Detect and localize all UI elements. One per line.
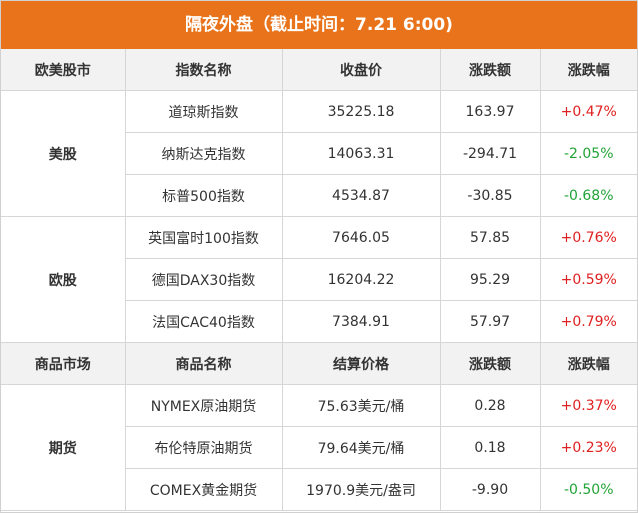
data-cell: 7646.05	[281, 216, 441, 259]
data-row: 标普500指数 4534.87 -30.85 -0.68%	[1, 174, 637, 217]
data-cell: 14063.31	[281, 132, 441, 175]
data-cell: 纳斯达克指数	[125, 132, 283, 175]
data-row: 法国CAC40指数 7384.91 57.97 +0.79%	[1, 300, 637, 343]
data-row: 期货 NYMEX原油期货 75.63美元/桶 0.28 +0.37%	[1, 384, 637, 511]
data-cell: -9.90	[439, 468, 541, 511]
header-cell: 指数名称	[124, 49, 283, 91]
data-cell: +0.23%	[539, 426, 637, 469]
data-cell: 16204.22	[281, 258, 441, 301]
data-cell: +0.47%	[539, 90, 637, 133]
group-label: 欧股	[1, 216, 126, 343]
data-row: 美股 道琼斯指数 35225.18 163.97 +0.47%	[1, 90, 637, 217]
header-cell: 涨跌幅	[539, 342, 637, 385]
data-cell: 57.97	[439, 300, 541, 343]
data-row: 欧股 英国富时100指数 7646.05 57.85 +0.76%	[1, 216, 637, 343]
header-cell: 商品市场	[1, 342, 126, 385]
title-bar: 隔夜外盘（截止时间：7.21 6:00)	[1, 1, 637, 49]
data-cell: 英国富时100指数	[124, 216, 283, 259]
group-label: 期货	[1, 384, 126, 511]
data-cell: 0.28	[439, 384, 541, 427]
data-row: COMEX黄金期货 1970.9美元/盎司 -9.90 -0.50%	[1, 468, 637, 511]
header-row: 商品市场 商品名称 结算价格 涨跌额 涨跌幅	[1, 342, 637, 385]
data-cell: -2.05%	[539, 132, 637, 175]
data-row: 布伦特原油期货 79.64美元/桶 0.18 +0.23%	[1, 426, 637, 469]
data-cell: +0.76%	[539, 216, 637, 259]
data-cell: COMEX黄金期货	[125, 468, 283, 511]
market-table: 欧美股市 指数名称 收盘价 涨跌额 涨跌幅 美股 道琼斯指数 35225.18 163.97 +0…	[1, 49, 637, 511]
data-cell: 7384.91	[281, 300, 441, 343]
data-cell: 布伦特原油期货	[125, 426, 283, 469]
data-cell: 德国DAX30指数	[125, 258, 283, 301]
header-cell: 涨跌额	[439, 49, 541, 91]
header-cell: 商品名称	[124, 342, 283, 385]
data-cell: -0.68%	[539, 174, 637, 217]
data-cell: 4534.87	[281, 174, 441, 217]
data-cell: -30.85	[439, 174, 541, 217]
data-cell: 75.63美元/桶	[281, 384, 441, 427]
data-cell: 1970.9美元/盎司	[281, 468, 441, 511]
data-cell: NYMEX原油期货	[124, 384, 283, 427]
header-cell: 欧美股市	[1, 49, 126, 91]
data-cell: 法国CAC40指数	[125, 300, 283, 343]
header-cell: 结算价格	[281, 342, 441, 385]
header-cell: 涨跌额	[439, 342, 541, 385]
data-cell: -0.50%	[539, 468, 637, 511]
data-cell: 79.64美元/桶	[281, 426, 441, 469]
data-cell: 57.85	[439, 216, 541, 259]
header-cell: 收盘价	[281, 49, 441, 91]
data-cell: 163.97	[439, 90, 541, 133]
data-cell: 95.29	[439, 258, 541, 301]
data-cell: +0.37%	[539, 384, 637, 427]
data-cell: 道琼斯指数	[124, 90, 283, 133]
header-cell: 涨跌幅	[539, 49, 637, 91]
data-row: 德国DAX30指数 16204.22 95.29 +0.59%	[1, 258, 637, 301]
data-cell: 标普500指数	[125, 174, 283, 217]
header-row: 欧美股市 指数名称 收盘价 涨跌额 涨跌幅	[1, 49, 637, 91]
data-cell: 0.18	[439, 426, 541, 469]
group-label: 美股	[1, 90, 126, 217]
data-cell: -294.71	[439, 132, 541, 175]
data-cell: +0.79%	[539, 300, 637, 343]
data-cell: +0.59%	[539, 258, 637, 301]
data-cell: 35225.18	[281, 90, 441, 133]
